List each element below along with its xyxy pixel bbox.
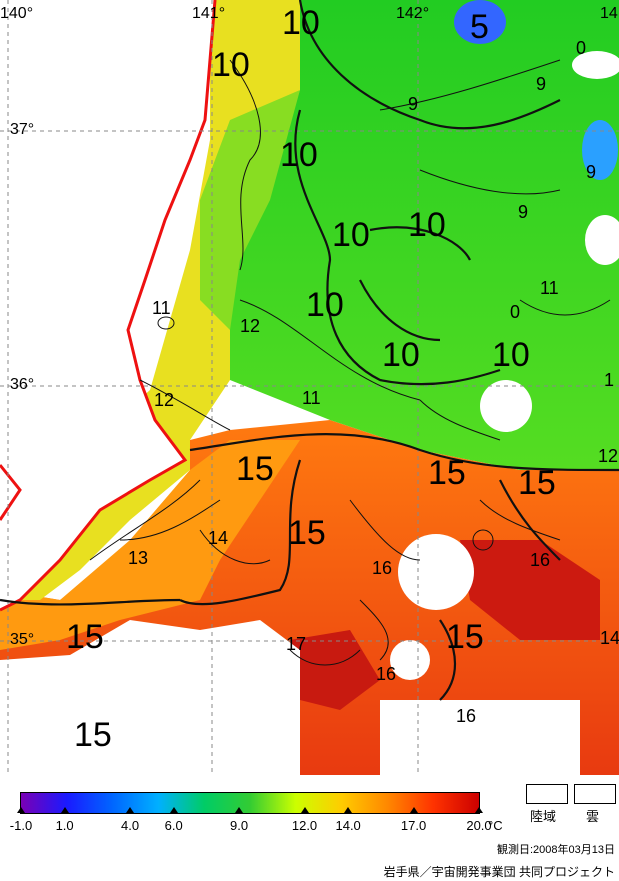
cloud-patch-south-center [398,534,474,610]
color-scale-tick [344,807,353,813]
warm-core-east [460,540,600,640]
cloud-legend-swatch [574,784,616,804]
contour-label-15: 15 [428,454,466,492]
contour-label-17: 17 [286,634,306,654]
cloud-patch-bottom [380,700,580,775]
orange-transition-region [0,440,300,650]
color-scale-tick-label: 9.0 [230,818,249,833]
cloud-patch-center [480,380,532,432]
color-scale-tick [126,807,135,813]
color-scale-tick [409,807,418,813]
color-scale-tick-label: 1.0 [55,818,74,833]
contour-label-5: 5 [470,8,489,46]
observation-date: 観測日:2008年03月13日 [497,844,615,856]
cold-spot-north [454,0,506,44]
contour-lines [0,0,619,701]
contour-label-12: 12 [240,316,260,336]
contour-label-11: 11 [302,388,321,408]
contour-label-0: 0 [576,38,586,58]
color-scale-tick-label: 14.0 [335,818,361,833]
contour-label-16: 16 [376,664,396,684]
land-boso [0,620,300,775]
land-honshu [0,0,215,610]
contour-label-16: 16 [456,706,476,726]
warm-core-south [290,630,380,710]
lon-label-142: 142° [396,5,429,22]
cold-spot-northeast [582,120,618,180]
lon-label-143: 14 [600,5,618,22]
legend-area: -1.0 1.0 4.0 6.0 9.0 12.0 14.0 17.0 20.0 °C 陸域 雲… [0,775,619,881]
cloud-patch-east-upper [585,215,619,265]
color-scale-tick [300,807,309,813]
contour-label-10: 10 [332,216,370,254]
contour-label-13: 13 [128,548,148,568]
lat-label-37: 37° [10,121,34,138]
contour-label-9: 9 [586,162,596,182]
contour-label-14: 14 [208,528,228,548]
contour-label-9: 9 [518,202,528,222]
graticule [0,0,619,775]
color-scale-tick-label: 20.0 [466,818,492,833]
contour-label-10: 10 [280,136,318,174]
contour-label-9: 9 [536,74,546,94]
contour-label-10: 10 [408,206,446,244]
sst-map: 140° 141° 142° 14 37° 36° 35° 10 10 10 1… [0,0,619,775]
contour-label-15: 15 [236,450,274,488]
color-scale-tick-label: 17.0 [400,818,427,833]
contour-label-10: 10 [282,4,320,42]
cloud-patch-east-top [572,51,619,79]
contour-label-0: 0 [510,302,520,322]
contour-label-15: 15 [66,618,104,656]
lat-label-35: 35° [10,631,34,648]
color-scale-bar [20,792,480,814]
lon-label-141: 141° [192,5,225,22]
color-scale-tick [475,807,483,813]
color-scale-tick [60,807,69,813]
color-scale-tick-label: 4.0 [121,818,140,833]
contour-label-12: 12 [598,446,618,466]
land-legend-swatch [526,784,568,804]
contour-label-15: 15 [74,716,112,754]
contour-label-11: 11 [152,298,171,318]
green-intermediate-region [200,90,300,330]
contour-label-10: 10 [306,286,344,324]
cloud-patch-south [390,640,430,680]
contour-label-15: 15 [446,618,484,656]
color-scale-tick-label: -1.0 [9,818,33,833]
sst-map-canvas: 140° 141° 142° 14 37° 36° 35° 10 10 10 1… [0,0,619,775]
color-scale-tick-label: 6.0 [164,818,183,833]
contour-label-15: 15 [288,514,326,552]
contour-label-14: 14 [600,628,619,648]
contour-label-10: 10 [382,336,420,374]
lon-label-140: 140° [0,5,33,22]
credit-line: 岩手県／宇宙開発事業団 共同プロジェクト [383,865,615,879]
cloud-legend-label: 雲 [586,809,600,824]
coastline-west-peninsula [0,464,22,521]
contour-label-12: 12 [154,390,174,410]
land-legend-label: 陸域 [530,809,557,824]
contour-label-16: 16 [372,558,392,578]
unit-label: °C [488,818,503,833]
contour-label-9: 9 [408,94,418,114]
contour-label-11: 11 [540,278,559,298]
lat-label-36: 36° [10,376,34,393]
contour-label-10: 10 [212,46,250,84]
color-scale-tick [235,807,244,813]
contour-label-10: 10 [492,336,530,374]
color-scale-tick-label: 12.0 [291,818,318,833]
contour-label-15: 15 [518,464,556,502]
color-scale-tick [169,807,178,813]
cloud-patch-coastal [160,184,196,232]
contour-label-1: 1 [604,370,614,390]
contour-label-16: 16 [530,550,550,570]
color-scale-tick [17,807,25,813]
